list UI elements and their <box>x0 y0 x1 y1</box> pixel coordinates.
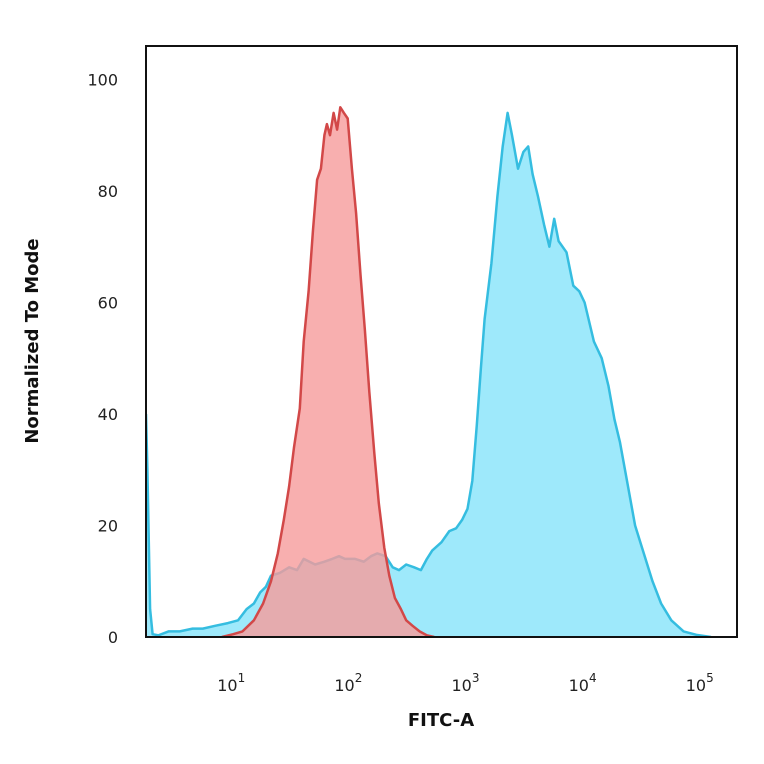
series-2-area <box>221 107 435 637</box>
x-tick-label: 101 <box>217 671 245 695</box>
series-1-area <box>146 112 711 637</box>
x-axis-ticks: 101 102 103 104 105 <box>217 671 714 695</box>
y-tick-label: 20 <box>98 516 118 535</box>
y-tick-label: 40 <box>98 405 118 424</box>
x-tick-label: 104 <box>569 671 597 695</box>
y-tick-label: 80 <box>98 182 118 201</box>
y-axis-title: Normalized To Mode <box>22 238 43 443</box>
series-1-line <box>146 111 712 637</box>
x-tick-label: 103 <box>451 671 479 695</box>
plot-frame <box>145 45 738 638</box>
y-axis-ticks: 0 20 40 60 80 100 <box>87 70 118 647</box>
x-tick-label: 102 <box>334 671 362 695</box>
series-layer <box>146 106 712 637</box>
y-tick-label: 60 <box>98 293 118 312</box>
x-axis-title: FITC-A <box>408 710 474 731</box>
y-tick-label: 0 <box>108 628 118 647</box>
series-2-line <box>221 106 435 637</box>
y-tick-label: 100 <box>87 70 118 89</box>
x-tick-label: 105 <box>686 671 714 695</box>
